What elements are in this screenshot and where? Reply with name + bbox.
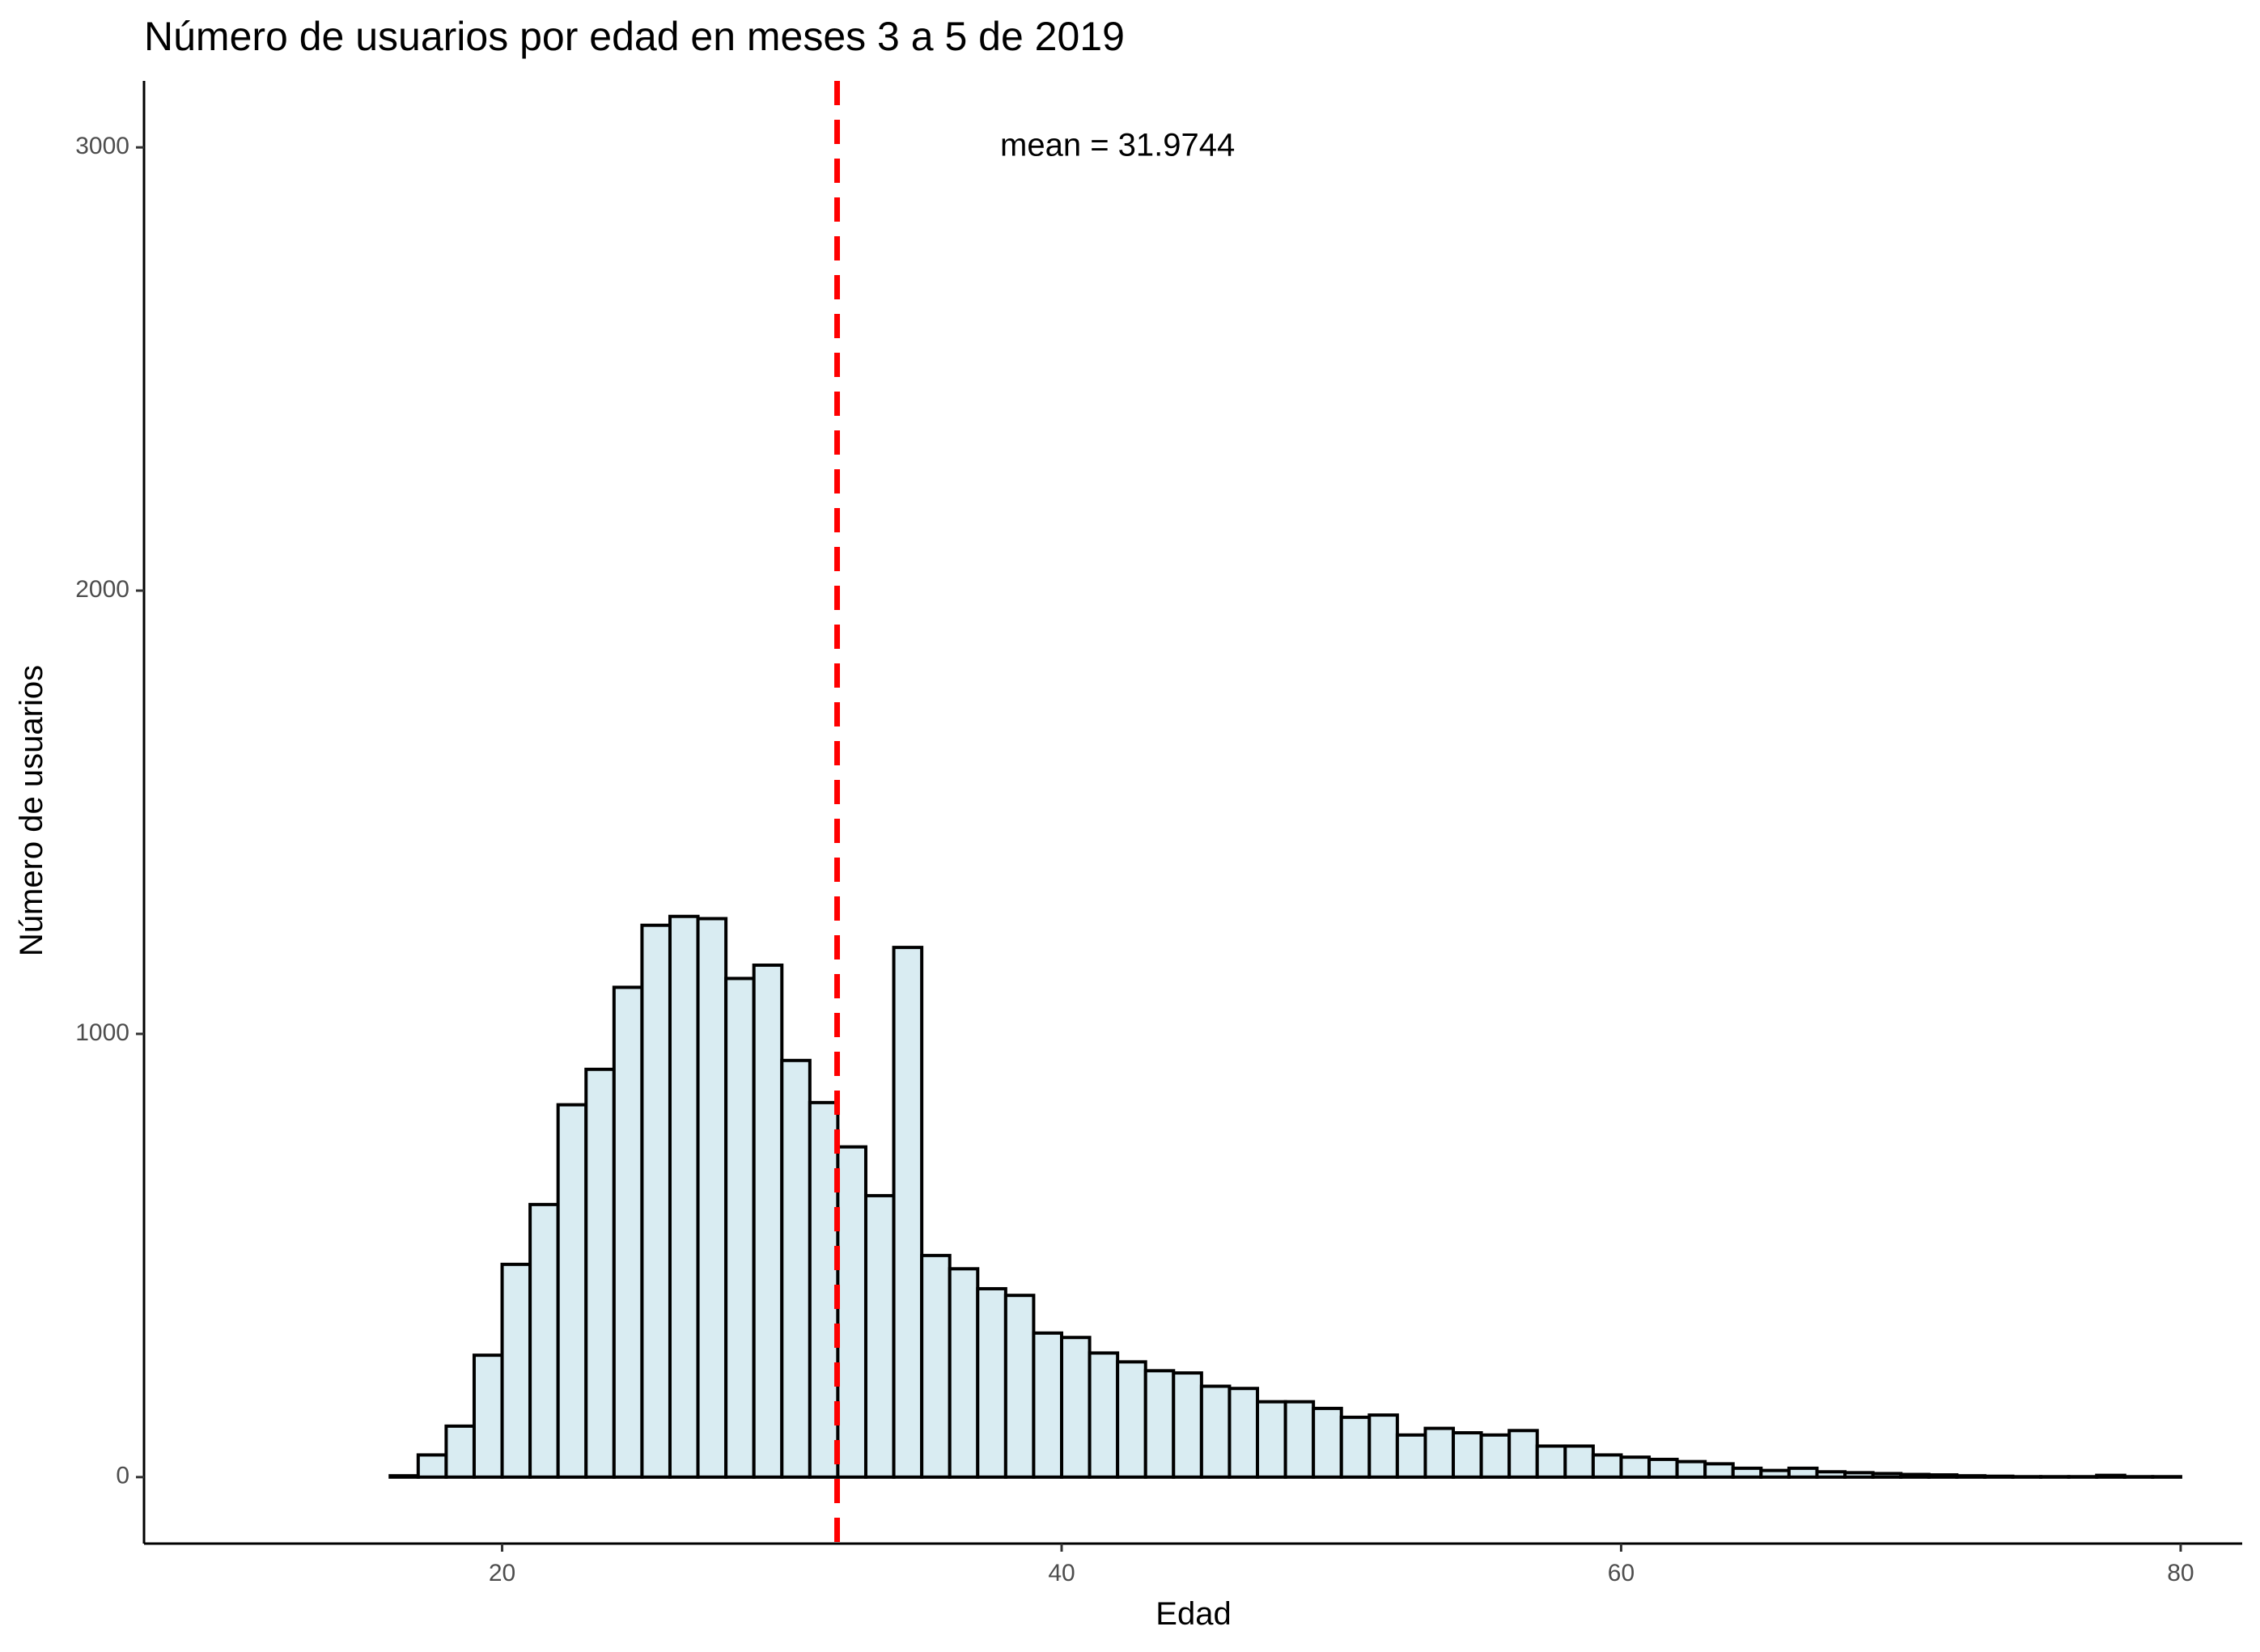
histogram-bar xyxy=(1843,1471,1875,1479)
histogram-bar xyxy=(1423,1426,1456,1479)
histogram-bar xyxy=(668,914,700,1479)
histogram-bar xyxy=(1591,1453,1623,1479)
histogram-bar xyxy=(696,917,728,1479)
histogram-bar xyxy=(976,1286,1007,1479)
histogram-bar xyxy=(1088,1351,1120,1479)
histogram-bar xyxy=(1228,1387,1260,1479)
histogram-bar xyxy=(1003,1294,1036,1479)
histogram-bar xyxy=(1143,1369,1176,1479)
y-axis-ticks: 0 1000 2000 3000 xyxy=(75,133,144,1489)
histogram-bar xyxy=(1703,1462,1735,1479)
histogram-bar xyxy=(2095,1473,2126,1479)
histogram-bar xyxy=(2122,1475,2155,1479)
histogram-bar xyxy=(1395,1433,1427,1479)
histogram-bar xyxy=(500,1262,532,1479)
histogram-bar xyxy=(1675,1459,1707,1479)
histogram-bar xyxy=(1731,1466,1763,1479)
histogram-bar xyxy=(1787,1466,1819,1479)
y-tick-label: 1000 xyxy=(75,1019,129,1046)
histogram-bar xyxy=(556,1103,588,1479)
histogram-bar xyxy=(612,985,644,1479)
histogram-bar xyxy=(1060,1336,1092,1479)
histogram-bar xyxy=(1032,1331,1064,1479)
x-tick-label: 60 xyxy=(1608,1560,1635,1586)
histogram-bar xyxy=(388,1474,420,1479)
x-tick-label: 40 xyxy=(1048,1560,1075,1586)
mean-annotation: mean = 31.9744 xyxy=(1000,128,1235,163)
x-axis-title: Edad xyxy=(1155,1596,1231,1632)
histogram-bar xyxy=(1283,1400,1316,1479)
histogram-bar xyxy=(1116,1360,1147,1479)
histogram-bar xyxy=(1899,1472,1931,1479)
histogram-bar xyxy=(528,1202,560,1479)
histogram-bar xyxy=(1982,1474,2015,1479)
histogram-bar xyxy=(1619,1455,1652,1479)
histogram-bar xyxy=(724,976,756,1479)
histogram-bar xyxy=(1256,1400,1287,1479)
histogram-bar xyxy=(1367,1413,1399,1479)
histogram-bar xyxy=(416,1453,448,1479)
y-tick-label: 2000 xyxy=(75,576,129,603)
x-axis-ticks: 20 40 60 80 xyxy=(489,1544,2194,1586)
histogram-bar xyxy=(836,1145,867,1479)
histogram-bar xyxy=(444,1424,476,1479)
histogram-bar xyxy=(1479,1433,1512,1479)
x-tick-label: 80 xyxy=(2167,1560,2194,1586)
histogram-bar xyxy=(1535,1444,1567,1479)
y-axis-title: Número de usuarios xyxy=(14,665,49,956)
histogram-bar xyxy=(2067,1475,2099,1479)
x-tick-label: 20 xyxy=(489,1560,515,1586)
histogram-bar xyxy=(920,1253,952,1479)
histogram-bar xyxy=(1199,1384,1232,1479)
histogram-bar xyxy=(1507,1429,1539,1479)
histogram-bars xyxy=(388,914,2182,1479)
histogram-bar xyxy=(1452,1431,1483,1479)
histogram-bar xyxy=(472,1353,504,1479)
histogram-bar xyxy=(1339,1415,1372,1479)
histogram-bar xyxy=(808,1100,840,1479)
chart-title: Número de usuarios por edad en meses 3 a… xyxy=(144,14,1125,59)
histogram-bar xyxy=(1871,1472,1903,1479)
histogram-bar xyxy=(2151,1475,2182,1479)
histogram-bar xyxy=(892,946,924,1479)
histogram-bar xyxy=(640,923,672,1479)
histogram-bar xyxy=(1312,1406,1343,1479)
histogram-bar xyxy=(2011,1475,2043,1479)
histogram-bar xyxy=(1955,1474,1987,1479)
histogram-bar xyxy=(584,1067,616,1479)
histogram-bar xyxy=(2039,1475,2071,1479)
histogram-bar xyxy=(863,1193,896,1479)
histogram-bar xyxy=(1172,1371,1203,1479)
histogram-bar xyxy=(1815,1470,1847,1479)
histogram-bar xyxy=(752,964,784,1479)
y-tick-label: 0 xyxy=(116,1463,129,1489)
histogram-bar xyxy=(780,1058,812,1479)
histogram-bar xyxy=(1759,1468,1791,1479)
histogram-bar xyxy=(1647,1457,1679,1479)
histogram-bar xyxy=(1563,1444,1595,1479)
histogram-bar xyxy=(948,1267,980,1479)
histogram-bar xyxy=(1927,1473,1959,1479)
y-tick-label: 3000 xyxy=(75,133,129,159)
